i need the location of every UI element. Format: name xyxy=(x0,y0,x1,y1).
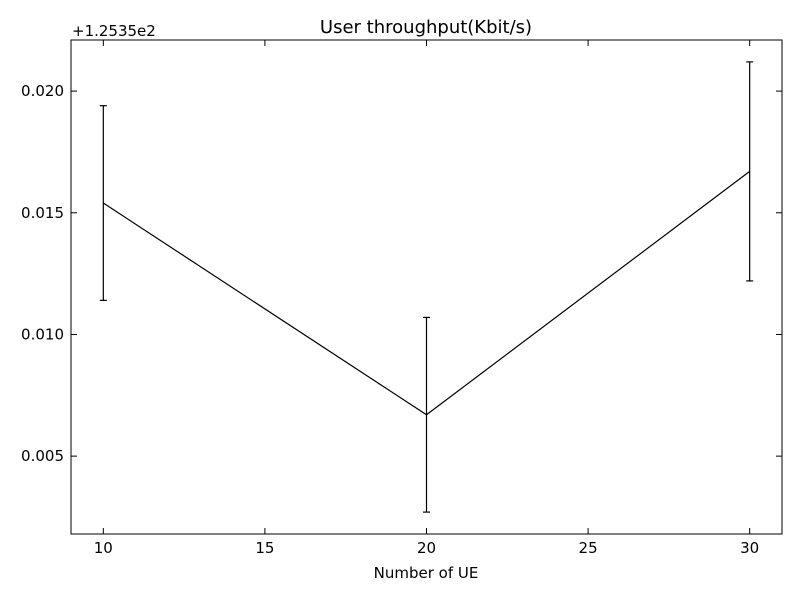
x-tick-label-20: 20 xyxy=(417,539,436,557)
chart-title: User throughput(Kbit/s) xyxy=(320,17,532,38)
y-tick-label-1: 0.010 xyxy=(21,325,64,343)
y-axis-offset-label: +1.2535e2 xyxy=(72,22,156,40)
x-axis-label: Number of UE xyxy=(374,564,479,582)
y-tick-label-0: 0.005 xyxy=(21,447,64,465)
y-tick-label-3: 0.020 xyxy=(21,82,64,100)
x-tick-label-30: 30 xyxy=(740,539,759,557)
y-tick-label-2: 0.015 xyxy=(21,204,64,222)
x-tick-label-15: 15 xyxy=(255,539,274,557)
axes-frame xyxy=(70,39,783,535)
x-tick-label-25: 25 xyxy=(579,539,598,557)
plot-area: 10 15 20 25 30 0.005 0.010 0.015 0.020 xyxy=(21,40,782,557)
x-tick-label-10: 10 xyxy=(94,539,113,557)
